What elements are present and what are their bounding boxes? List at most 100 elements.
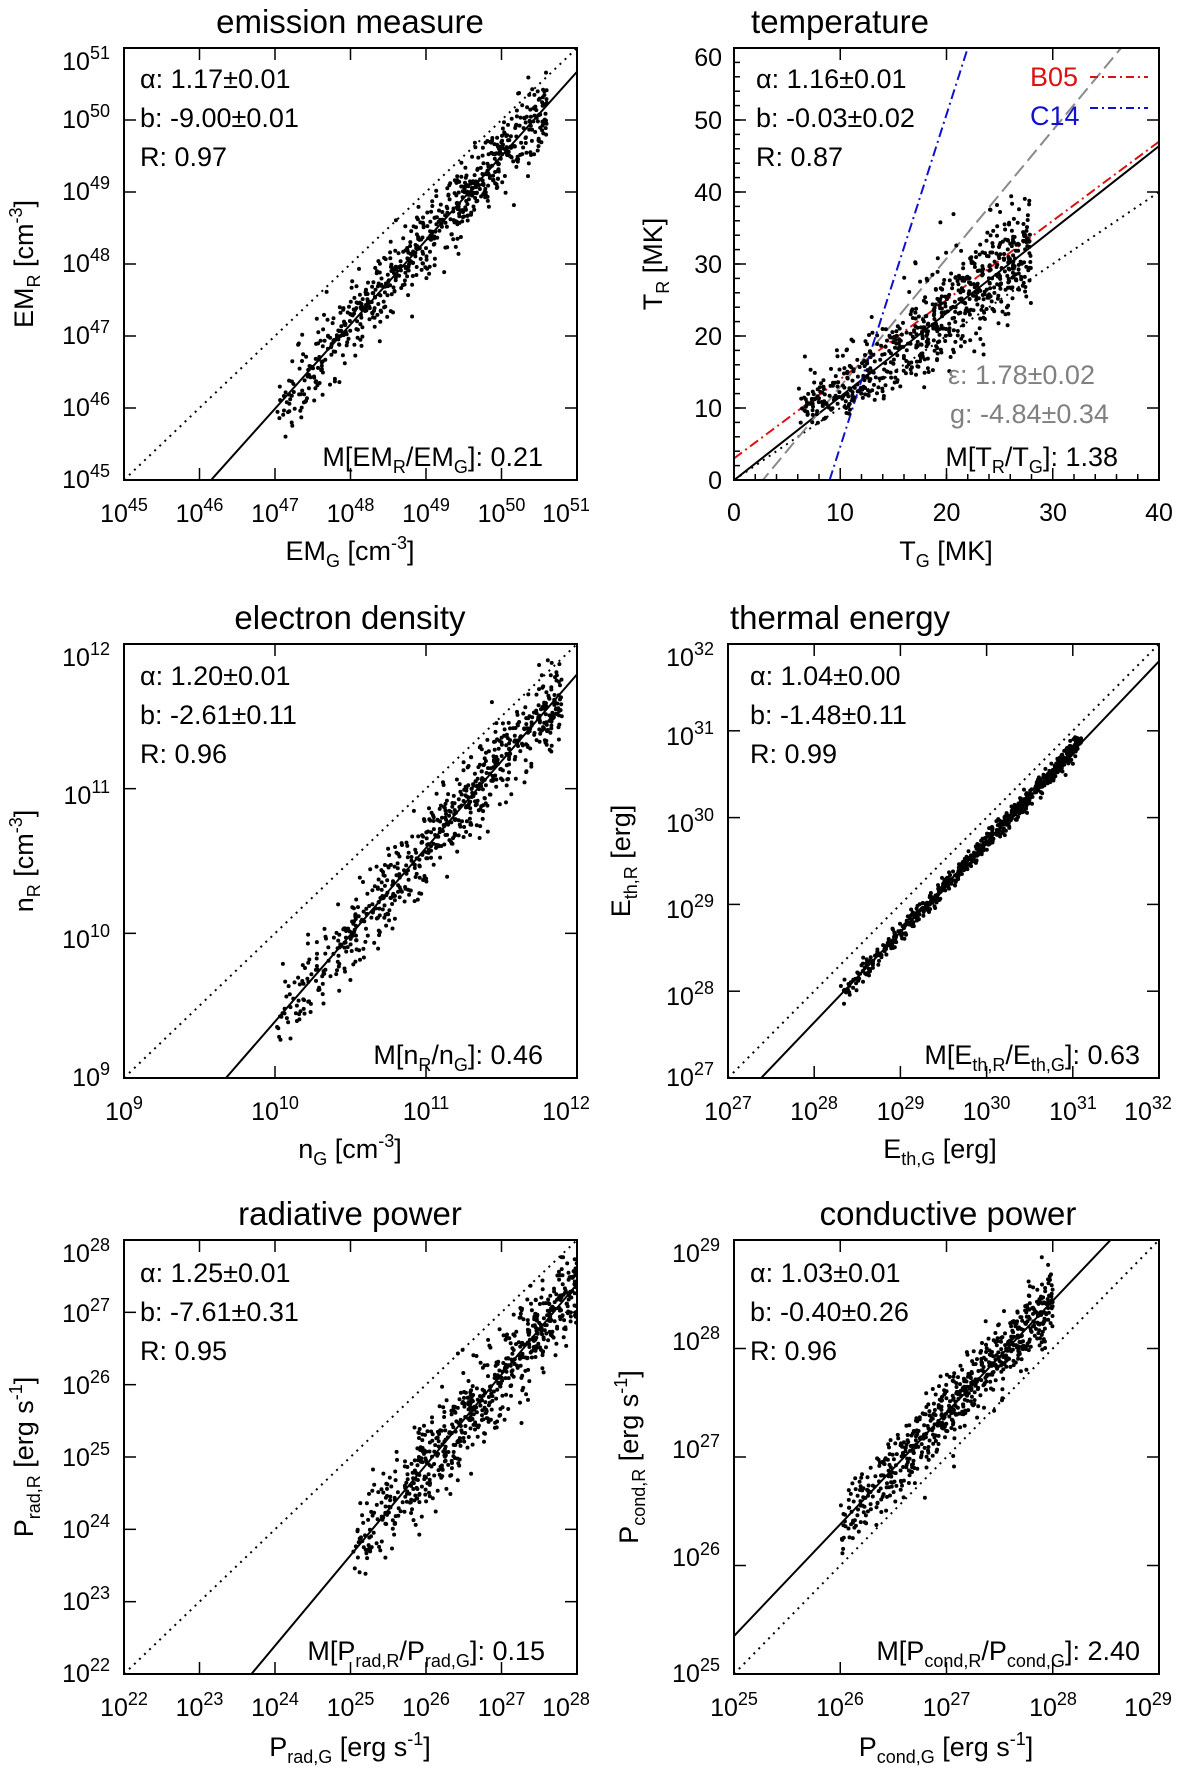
data-point <box>1028 260 1033 264</box>
data-point <box>405 1477 410 1482</box>
x-tick-labels: 0 10 20 30 40 <box>727 499 1173 527</box>
data-point <box>925 332 930 337</box>
data-point <box>842 1001 846 1006</box>
data-point <box>463 184 468 189</box>
tick-exponent: 28 <box>1057 1689 1077 1709</box>
data-point <box>890 386 895 391</box>
data-point <box>469 822 474 827</box>
data-point <box>1031 1311 1035 1316</box>
data-point <box>420 1449 425 1453</box>
data-point <box>334 333 339 338</box>
data-point <box>495 1387 500 1392</box>
data-point <box>359 1535 363 1540</box>
panel-electron-density: electron density 109 1010 1011 1012 109 … <box>6 599 590 1169</box>
data-point <box>405 1489 410 1494</box>
data-point <box>423 1432 427 1437</box>
data-point <box>930 368 935 373</box>
data-point <box>1017 287 1022 292</box>
tick-base: 10 <box>923 1694 951 1722</box>
data-point <box>402 868 406 873</box>
data-point <box>443 833 448 837</box>
data-point <box>514 114 519 119</box>
data-point <box>395 1457 399 1462</box>
data-point <box>397 875 402 880</box>
data-point <box>437 826 442 831</box>
data-point <box>542 706 547 711</box>
data-point <box>903 371 908 376</box>
data-point <box>416 1458 421 1463</box>
data-point <box>486 204 491 209</box>
legend-label-b05: B05 <box>1030 62 1078 92</box>
data-point <box>523 120 528 125</box>
tick-base: 10 <box>672 1436 700 1464</box>
data-point <box>972 1398 977 1403</box>
label-main: EM <box>285 536 326 566</box>
data-point <box>369 1509 374 1514</box>
data-point <box>912 1481 917 1486</box>
tick-base: 10 <box>478 1694 506 1722</box>
tick-base: 10 <box>666 810 694 838</box>
data-point <box>329 352 334 357</box>
data-point <box>524 114 529 119</box>
data-point <box>1040 791 1045 796</box>
data-point <box>364 906 369 911</box>
plot-frame <box>733 47 1160 481</box>
data-point <box>1018 259 1023 264</box>
data-point <box>463 793 468 798</box>
data-point <box>994 265 999 269</box>
data-point <box>947 881 952 886</box>
data-point <box>405 274 410 279</box>
data-point <box>495 737 500 742</box>
data-point <box>454 777 459 782</box>
data-point <box>478 165 483 170</box>
panel-title: electron density <box>234 599 466 636</box>
data-point <box>343 321 348 326</box>
data-point <box>533 1355 538 1359</box>
label-subscript: th,R <box>621 866 641 899</box>
data-point <box>425 1429 430 1434</box>
data-point <box>893 375 898 380</box>
data-point <box>482 1405 487 1410</box>
data-point <box>488 1384 492 1389</box>
data-point <box>951 878 956 883</box>
data-point <box>473 1427 477 1432</box>
data-point <box>964 1379 969 1384</box>
data-point <box>339 328 344 333</box>
data-point <box>396 251 401 256</box>
data-point <box>343 935 348 940</box>
data-point <box>339 324 344 329</box>
data-point <box>864 957 869 962</box>
tick-base: 10 <box>666 896 694 924</box>
data-point <box>860 1472 864 1477</box>
data-point <box>1050 1287 1055 1292</box>
data-point <box>513 776 518 781</box>
data-point <box>473 791 478 796</box>
data-point <box>313 386 318 391</box>
data-point <box>844 406 849 410</box>
data-point <box>426 236 431 241</box>
tick-exponent: 12 <box>570 1093 590 1113</box>
data-point <box>952 1371 957 1376</box>
data-point <box>355 319 360 324</box>
data-point <box>950 316 955 321</box>
label-subscript: rad,G <box>287 1747 332 1767</box>
data-point <box>1024 228 1029 233</box>
data-point <box>424 836 429 841</box>
label-unit: [erg s <box>332 1732 407 1762</box>
data-point <box>363 1533 367 1538</box>
data-point <box>894 1483 899 1488</box>
data-point <box>469 1411 474 1416</box>
data-point <box>966 1391 971 1396</box>
data-point <box>511 1312 516 1317</box>
data-point <box>810 408 815 413</box>
data-point <box>391 310 395 315</box>
label-subscript: G <box>916 551 930 571</box>
data-point <box>926 1448 930 1453</box>
data-point <box>541 1316 546 1321</box>
data-point <box>831 397 836 402</box>
data-point <box>525 1318 530 1323</box>
data-point <box>1000 1353 1005 1358</box>
data-point <box>871 352 876 357</box>
data-point <box>475 798 480 803</box>
data-point <box>986 276 991 281</box>
